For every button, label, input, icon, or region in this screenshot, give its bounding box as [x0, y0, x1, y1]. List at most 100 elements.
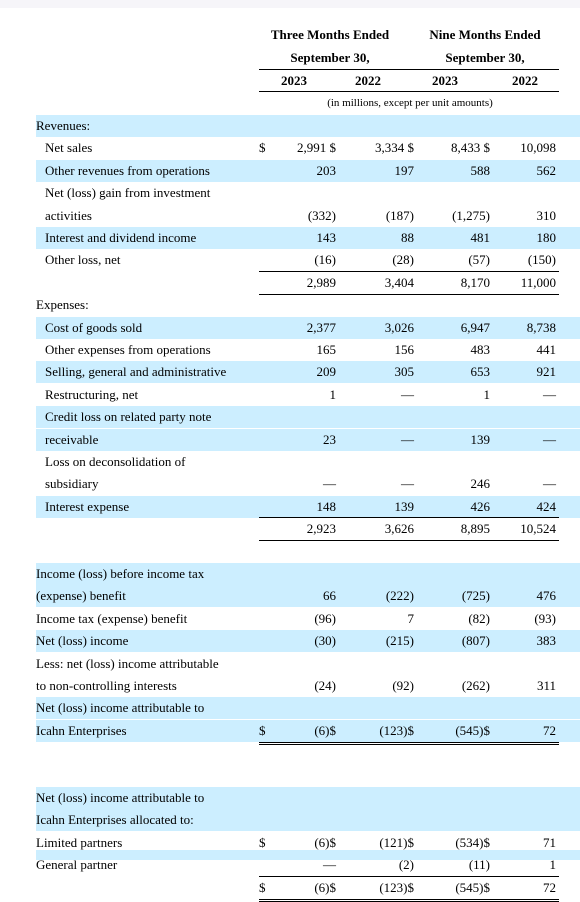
total-rule — [259, 294, 559, 295]
table-row: Net (loss) income (30) (215) (807) 383 — [36, 630, 580, 652]
table-row: Net (loss) income attributable to — [36, 787, 580, 809]
row-label: Icahn Enterprises allocated to: — [36, 812, 194, 827]
value-cell-col4: (93) — [534, 611, 556, 626]
row-label: Expenses: — [36, 297, 89, 312]
row-label: Interest expense — [45, 499, 130, 514]
value-cell-col4: 476 — [536, 588, 557, 603]
value-cell-col1: 203 — [316, 163, 337, 178]
value-cell-col4: 10,524 — [520, 521, 556, 536]
row-label: Net sales — [45, 140, 93, 155]
value-cell-col2: (28) — [392, 252, 414, 267]
table-row: Income (loss) before income tax — [36, 563, 580, 585]
table-row: Net sales $2,991 $ 3,334 $ 8,433 $ 10,098 — [0, 137, 580, 159]
value-cell-col2: 305 — [394, 364, 415, 379]
table-row: 2,989 3,404 8,170 11,000 — [0, 272, 580, 294]
row-label: Credit loss on related party note — [45, 409, 212, 424]
value-cell-col3: 246 — [470, 476, 491, 491]
value-cell-col3: 588 — [470, 163, 491, 178]
dollar-sign: $ — [259, 880, 266, 895]
value-cell-col4: — — [543, 432, 556, 447]
value-cell-col4: 11,000 — [520, 275, 556, 290]
value-cell-col1: 66 — [323, 588, 336, 603]
table-row: Interest and dividend income 143 88 481 180 — [36, 227, 580, 249]
value-cell-col4: 921 — [536, 364, 557, 379]
table-row: Icahn Enterprises $ (6)$ (123)$ (545)$ 72 — [36, 720, 580, 742]
dollar-sign: $ — [259, 723, 266, 738]
table-row: Restructuring, net 1 — 1 — — [0, 384, 580, 406]
three-months-header-line1: Three Months Ended — [270, 27, 390, 42]
table-row: receivable 23 — 139 — — [36, 429, 580, 451]
value-cell-col1: (332) — [307, 208, 336, 223]
value-cell-col1: 148 — [316, 499, 337, 514]
value-cell-col3: 653 — [470, 364, 491, 379]
value-cell-col3: 481 — [470, 230, 491, 245]
value-cell-col2: (121)$ — [379, 835, 414, 850]
value-cell-col2: 3,404 — [384, 275, 414, 290]
value-cell-col4: — — [543, 387, 556, 402]
row-label: Other loss, net — [45, 252, 121, 267]
dollar-sign: $ — [259, 140, 266, 155]
table-row: activities (332) (187) (1,275) 310 — [0, 205, 580, 227]
row-label: Net (loss) income attributable to — [36, 700, 205, 715]
row-label: Selling, general and administrative — [45, 364, 227, 379]
table-row — [0, 742, 580, 764]
table-row: Net (loss) gain from investment — [0, 182, 580, 204]
table-row: Other loss, net (16) (28) (57) (150) — [0, 249, 580, 271]
table-row: Other expenses from operations 165 156 483 4… — [0, 339, 580, 361]
table-row: Net (loss) income attributable to — [36, 697, 580, 719]
year-col-3: 2023 — [432, 73, 458, 88]
row-label: Less: net (loss) income attributable — [36, 656, 219, 671]
value-cell-col3: 483 — [470, 342, 491, 357]
value-cell-col1: (30) — [314, 633, 336, 648]
subtotal-rule — [259, 876, 559, 877]
value-cell-col3: 1 — [483, 387, 491, 402]
row-label: Interest and dividend income — [45, 230, 197, 245]
value-cell-col2: (215) — [385, 633, 414, 648]
row-label: Other revenues from operations — [45, 163, 210, 178]
row-label: to non-controlling interests — [36, 678, 177, 693]
table-row: Less: net (loss) income attributable — [0, 653, 580, 675]
row-label: Limited partners — [36, 835, 123, 850]
table-row: Interest expense 148 139 426 424 — [36, 496, 580, 518]
value-cell-col2: (123)$ — [379, 880, 414, 895]
dollar-sign: $ — [259, 835, 266, 850]
value-cell-col3: 426 — [470, 499, 491, 514]
value-cell-col2: — — [401, 432, 414, 447]
value-cell-col3: (807) — [461, 633, 490, 648]
value-cell-col3: 6,947 — [460, 320, 490, 335]
value-cell-col3: (545)$ — [455, 880, 490, 895]
value-cell-col3: (534)$ — [455, 835, 490, 850]
value-cell-col1: (96) — [314, 611, 336, 626]
value-cell-col2: — — [401, 387, 414, 402]
nine-months-header-line2: September 30, — [445, 50, 525, 65]
value-cell-col4: — — [543, 476, 556, 491]
value-cell-col2: 3,334 $ — [375, 140, 414, 155]
row-label: Net (loss) gain from investment — [45, 185, 211, 200]
row-label: Income (loss) before income tax — [36, 566, 205, 581]
table-row: Income tax (expense) benefit (96) 7 (82) (93… — [0, 608, 580, 630]
value-cell-col1: (6)$ — [314, 880, 336, 895]
value-cell-col4: 383 — [536, 633, 557, 648]
double-rule — [259, 742, 559, 745]
value-cell-col4: 424 — [536, 499, 557, 514]
year-col-1: 2023 — [281, 73, 307, 88]
units-note: (in millions, except per unit amounts) — [327, 97, 493, 109]
value-cell-col1: (6)$ — [314, 723, 336, 738]
header-rule — [259, 69, 559, 70]
top-band — [0, 0, 580, 8]
subtotal-rule — [259, 517, 559, 518]
year-col-4: 2022 — [512, 73, 538, 88]
value-cell-col4: 8,738 — [526, 320, 556, 335]
value-cell-col1: (6)$ — [314, 835, 336, 850]
years-rule — [259, 91, 559, 92]
table-row: Limited partners $ (6)$ (121)$ (534)$ 71 — [0, 832, 580, 854]
table-row: Selling, general and administrative 209 30… — [36, 361, 580, 383]
value-cell-col2: (222) — [385, 588, 414, 603]
table-row: Loss on deconsolidation of — [0, 451, 580, 473]
value-cell-col3: (57) — [468, 252, 490, 267]
table-row: Expenses: — [0, 294, 580, 316]
value-cell-col2: — — [401, 476, 414, 491]
row-label: (expense) benefit — [36, 588, 126, 603]
row-label: Loss on deconsolidation of — [45, 454, 186, 469]
value-cell-col2: 139 — [394, 499, 415, 514]
